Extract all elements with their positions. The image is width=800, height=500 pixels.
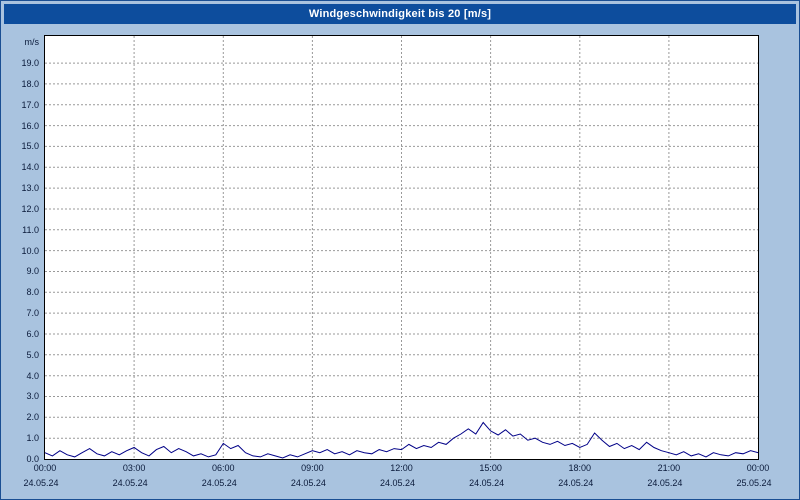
x-tick-time: 18:00 — [568, 463, 592, 473]
x-tick-time: 21:00 — [657, 463, 681, 473]
y-tick-label: 5.0 — [26, 349, 39, 360]
x-tick-date: 24.05.24 — [112, 478, 148, 488]
y-tick-label: 10.0 — [21, 245, 39, 256]
x-tick-time: 09:00 — [301, 463, 324, 473]
y-tick-label: 8.0 — [26, 287, 39, 298]
y-tick-label: 18.0 — [21, 78, 39, 89]
y-tick-label: 14.0 — [21, 162, 39, 173]
x-tick-date: 24.05.24 — [647, 478, 683, 488]
x-tick-time: 00:00 — [33, 463, 57, 473]
x-tick-time: 12:00 — [390, 463, 413, 473]
y-tick-label: 12.0 — [21, 203, 39, 214]
y-tick-label: 13.0 — [21, 183, 39, 194]
x-tick-date: 24.05.24 — [23, 478, 59, 488]
plot-area — [44, 35, 759, 460]
wind-speed-series-line — [45, 421, 758, 459]
x-tick-date: 24.05.24 — [469, 478, 505, 488]
y-tick-label: 19.0 — [21, 58, 39, 69]
x-tick-time: 00:00 — [746, 463, 770, 473]
x-tick-date: 24.05.24 — [290, 478, 326, 488]
y-tick-label: 2.0 — [26, 412, 39, 423]
x-tick-date: 24.05.24 — [379, 478, 416, 488]
y-tick-label: 11.0 — [22, 224, 39, 235]
y-axis-unit-label: m/s — [24, 37, 40, 48]
x-tick-date: 24.05.24 — [201, 478, 237, 488]
y-tick-label: 3.0 — [26, 391, 39, 402]
y-tick-label: 0.0 — [26, 454, 39, 464]
x-tick-time: 06:00 — [211, 463, 235, 473]
y-tick-label: 1.0 — [26, 433, 39, 444]
x-tick-date: 24.05.24 — [558, 478, 594, 488]
y-tick-label: 9.0 — [26, 266, 39, 277]
x-tick-time: 15:00 — [479, 463, 502, 473]
wind-speed-line-chart — [45, 36, 758, 459]
y-tick-label: 7.0 — [26, 308, 39, 319]
y-tick-label: 6.0 — [26, 328, 39, 339]
x-tick-date: 25.05.24 — [736, 478, 772, 488]
y-tick-label: 16.0 — [21, 120, 39, 131]
y-tick-label: 15.0 — [21, 141, 39, 152]
x-tick-time: 03:00 — [122, 463, 146, 473]
y-tick-label: 4.0 — [26, 370, 39, 381]
chart-title: Windgeschwindigkeit bis 20 [m/s] — [4, 4, 796, 24]
y-tick-label: 17.0 — [21, 99, 39, 110]
